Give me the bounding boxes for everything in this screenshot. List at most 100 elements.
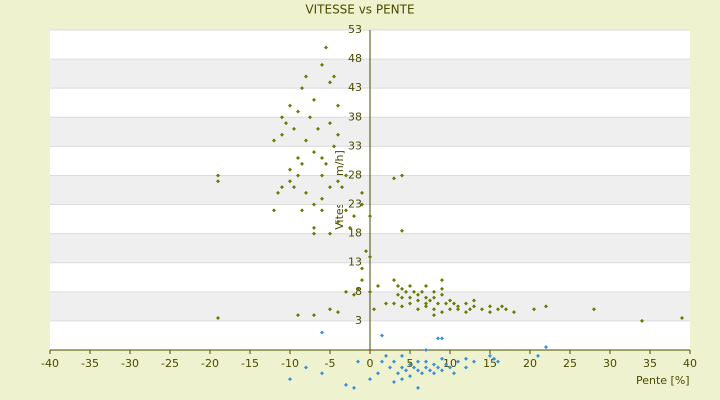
y-tick-label: 3 <box>355 314 362 327</box>
point <box>432 313 436 318</box>
point <box>440 368 444 373</box>
point <box>324 45 328 50</box>
point <box>464 365 468 370</box>
point <box>444 362 448 367</box>
point <box>320 208 324 213</box>
point <box>368 214 372 219</box>
point <box>500 304 504 309</box>
point <box>320 62 324 67</box>
point <box>280 185 284 190</box>
point <box>544 345 548 350</box>
point <box>496 307 500 312</box>
point <box>424 301 428 306</box>
point <box>420 371 424 376</box>
y-tick-label: 38 <box>348 110 362 123</box>
point <box>344 208 348 213</box>
point <box>356 359 360 364</box>
point <box>280 115 284 120</box>
point <box>432 295 436 300</box>
point <box>328 231 332 236</box>
point <box>680 316 684 320</box>
point <box>400 353 404 358</box>
x-tick-label: -30 <box>121 357 139 370</box>
point <box>352 214 356 219</box>
point <box>288 377 292 382</box>
y-tick-label: 48 <box>348 52 362 65</box>
point <box>408 301 412 306</box>
point <box>404 368 408 373</box>
x-tick-label: 40 <box>683 357 697 370</box>
point <box>336 310 340 315</box>
point <box>292 185 296 190</box>
x-tick-label: -40 <box>41 357 59 370</box>
point <box>416 292 420 297</box>
point <box>488 304 492 309</box>
point <box>392 301 396 306</box>
point <box>360 266 364 271</box>
point <box>296 313 300 318</box>
point <box>448 307 452 312</box>
x-tick-label: -35 <box>81 357 99 370</box>
point <box>440 336 444 341</box>
point <box>404 289 408 294</box>
point <box>344 382 348 387</box>
point <box>424 295 428 300</box>
point <box>536 353 540 358</box>
point <box>424 284 428 288</box>
point <box>420 289 424 294</box>
point <box>532 307 536 312</box>
point <box>492 356 496 361</box>
x-tick-label: 25 <box>563 357 577 370</box>
point <box>312 150 316 155</box>
point <box>436 365 440 370</box>
point <box>468 307 472 312</box>
y-tick-label: 33 <box>348 139 362 152</box>
x-tick-label: -10 <box>281 357 299 370</box>
point <box>272 138 276 143</box>
x-tick-label: 35 <box>643 357 657 370</box>
point <box>400 365 404 370</box>
point <box>312 225 316 230</box>
point <box>488 310 492 315</box>
y-tick-label: 23 <box>348 198 362 211</box>
point <box>364 249 368 254</box>
point <box>296 109 300 114</box>
point <box>280 132 284 137</box>
y-tick-label: 43 <box>348 81 362 94</box>
point <box>384 353 388 358</box>
point <box>296 173 300 178</box>
chart-title: VITESSE vs PENTE <box>305 3 414 17</box>
point <box>480 307 484 312</box>
point <box>324 161 328 166</box>
y-tick-label: 8 <box>355 285 362 298</box>
point <box>328 80 332 85</box>
point <box>392 176 396 181</box>
point <box>376 371 380 376</box>
point <box>456 304 460 309</box>
point <box>284 121 288 126</box>
point <box>216 316 220 320</box>
point <box>276 190 280 195</box>
point <box>432 362 436 367</box>
point <box>448 365 452 370</box>
point <box>320 371 324 376</box>
point <box>496 359 500 364</box>
point <box>216 179 220 184</box>
point <box>320 173 324 178</box>
point <box>472 359 476 364</box>
point <box>292 126 296 131</box>
point <box>456 359 460 364</box>
point <box>440 310 444 315</box>
point <box>304 365 308 370</box>
point <box>392 380 396 384</box>
point <box>304 138 308 143</box>
point <box>336 220 340 224</box>
point <box>456 307 460 312</box>
point <box>300 208 304 213</box>
point <box>392 278 396 283</box>
point <box>272 208 276 213</box>
point <box>416 359 420 364</box>
point <box>544 304 548 309</box>
